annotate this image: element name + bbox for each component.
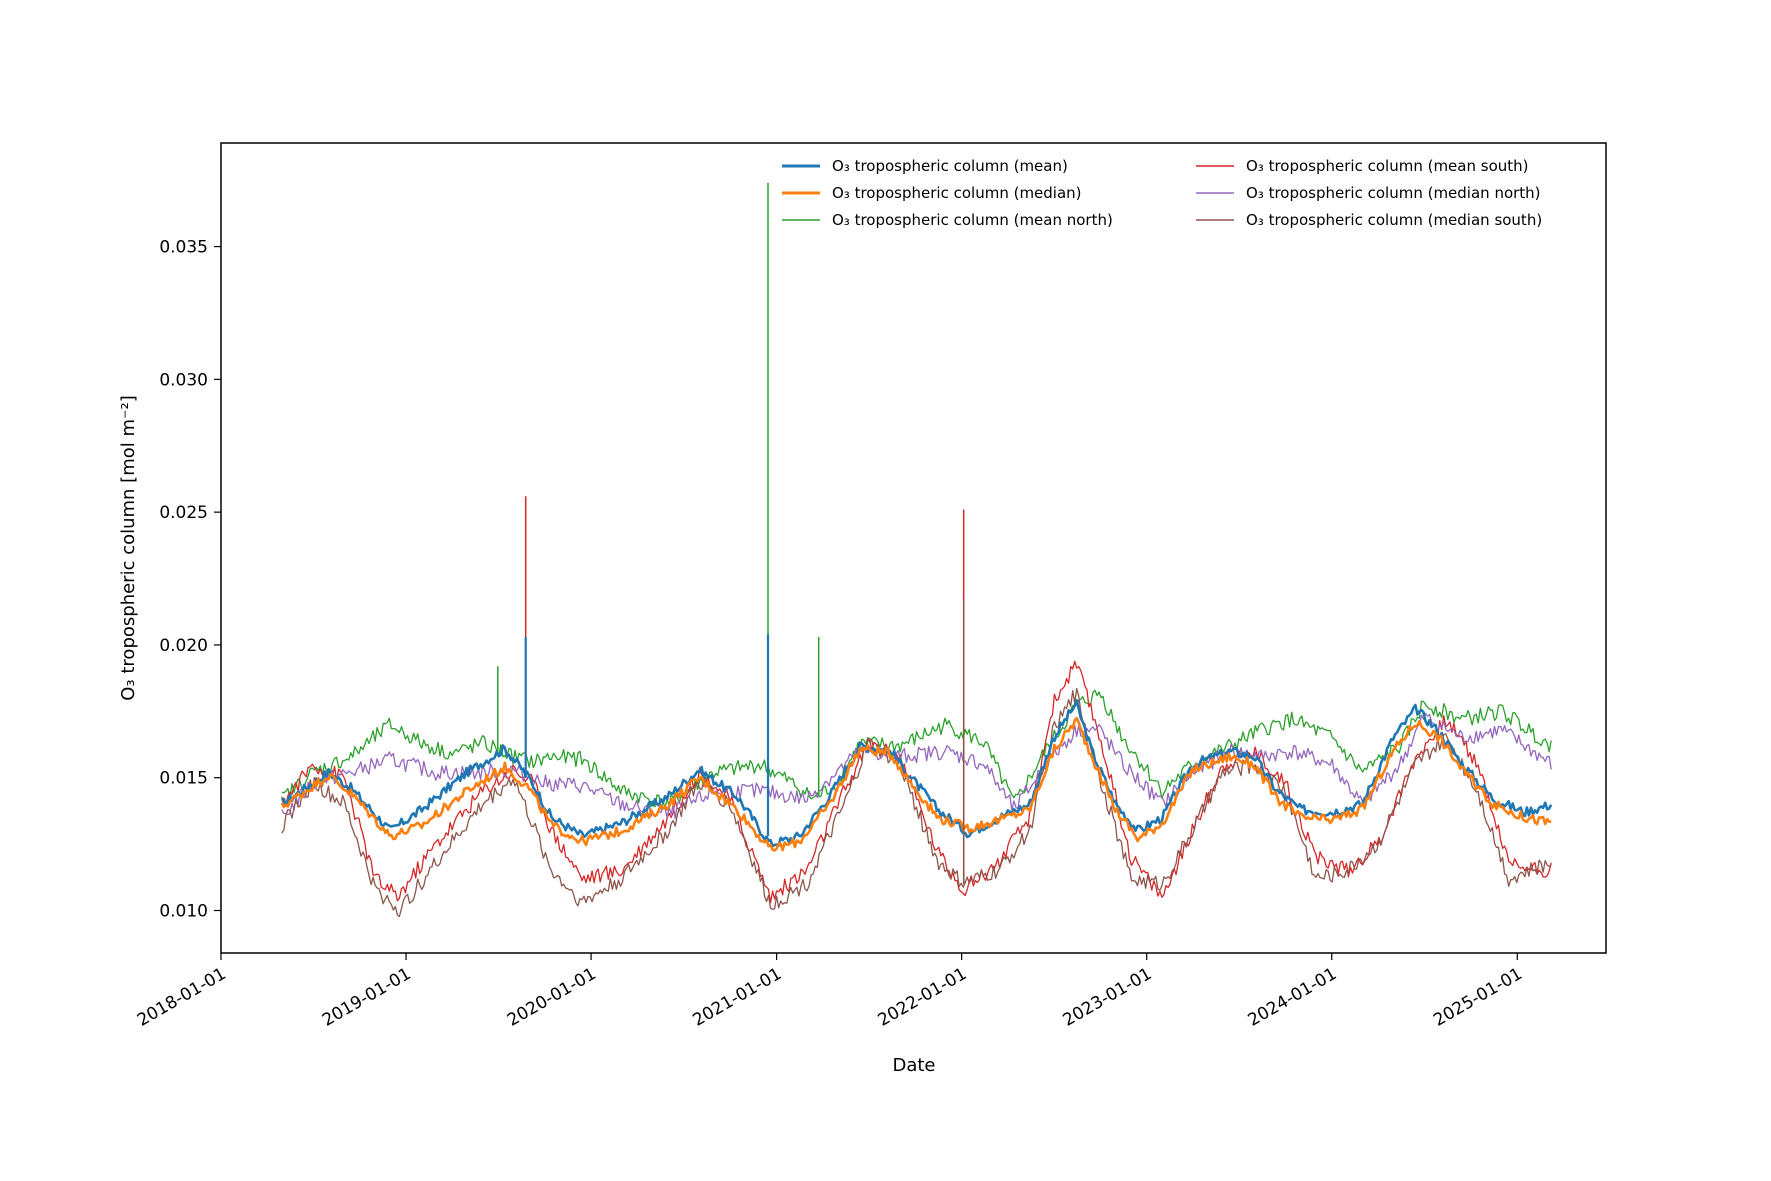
- y-axis-ticks: 0.010 0.015 0.020 0.025 0.030 0.035: [159, 238, 221, 922]
- y-tick-label: 0.035: [159, 238, 208, 258]
- y-tick-label: 0.010: [159, 902, 208, 922]
- legend-label-mean-south: O₃ tropospheric column (mean south): [1246, 157, 1529, 175]
- y-axis-label: O₃ tropospheric column [mol m⁻²]: [118, 395, 139, 700]
- legend-label-median: O₃ tropospheric column (median): [832, 184, 1082, 202]
- series-line-mean: [280, 699, 1553, 848]
- legend-label-median-north: O₃ tropospheric column (median north): [1246, 184, 1541, 202]
- series-line-median-south: [281, 687, 1552, 918]
- x-axis-label: Date: [892, 1055, 935, 1076]
- series-line-mean-south: [281, 660, 1552, 904]
- legend-label-mean: O₃ tropospheric column (mean): [832, 157, 1068, 175]
- series-line-mean-north: [281, 689, 1552, 810]
- legend-label-median-south: O₃ tropospheric column (median south): [1246, 211, 1542, 229]
- legend: O₃ tropospheric column (mean) O₃ troposph…: [782, 157, 1542, 229]
- plot-frame: [220, 142, 1607, 954]
- y-tick-label: 0.015: [159, 769, 208, 789]
- series-line-median: [280, 716, 1552, 852]
- y-tick-label: 0.025: [159, 503, 208, 523]
- plot-lines: [280, 182, 1553, 918]
- y-tick-label: 0.030: [159, 370, 208, 390]
- legend-label-mean-north: O₃ tropospheric column (mean north): [832, 211, 1113, 229]
- y-tick-label: 0.020: [159, 636, 208, 656]
